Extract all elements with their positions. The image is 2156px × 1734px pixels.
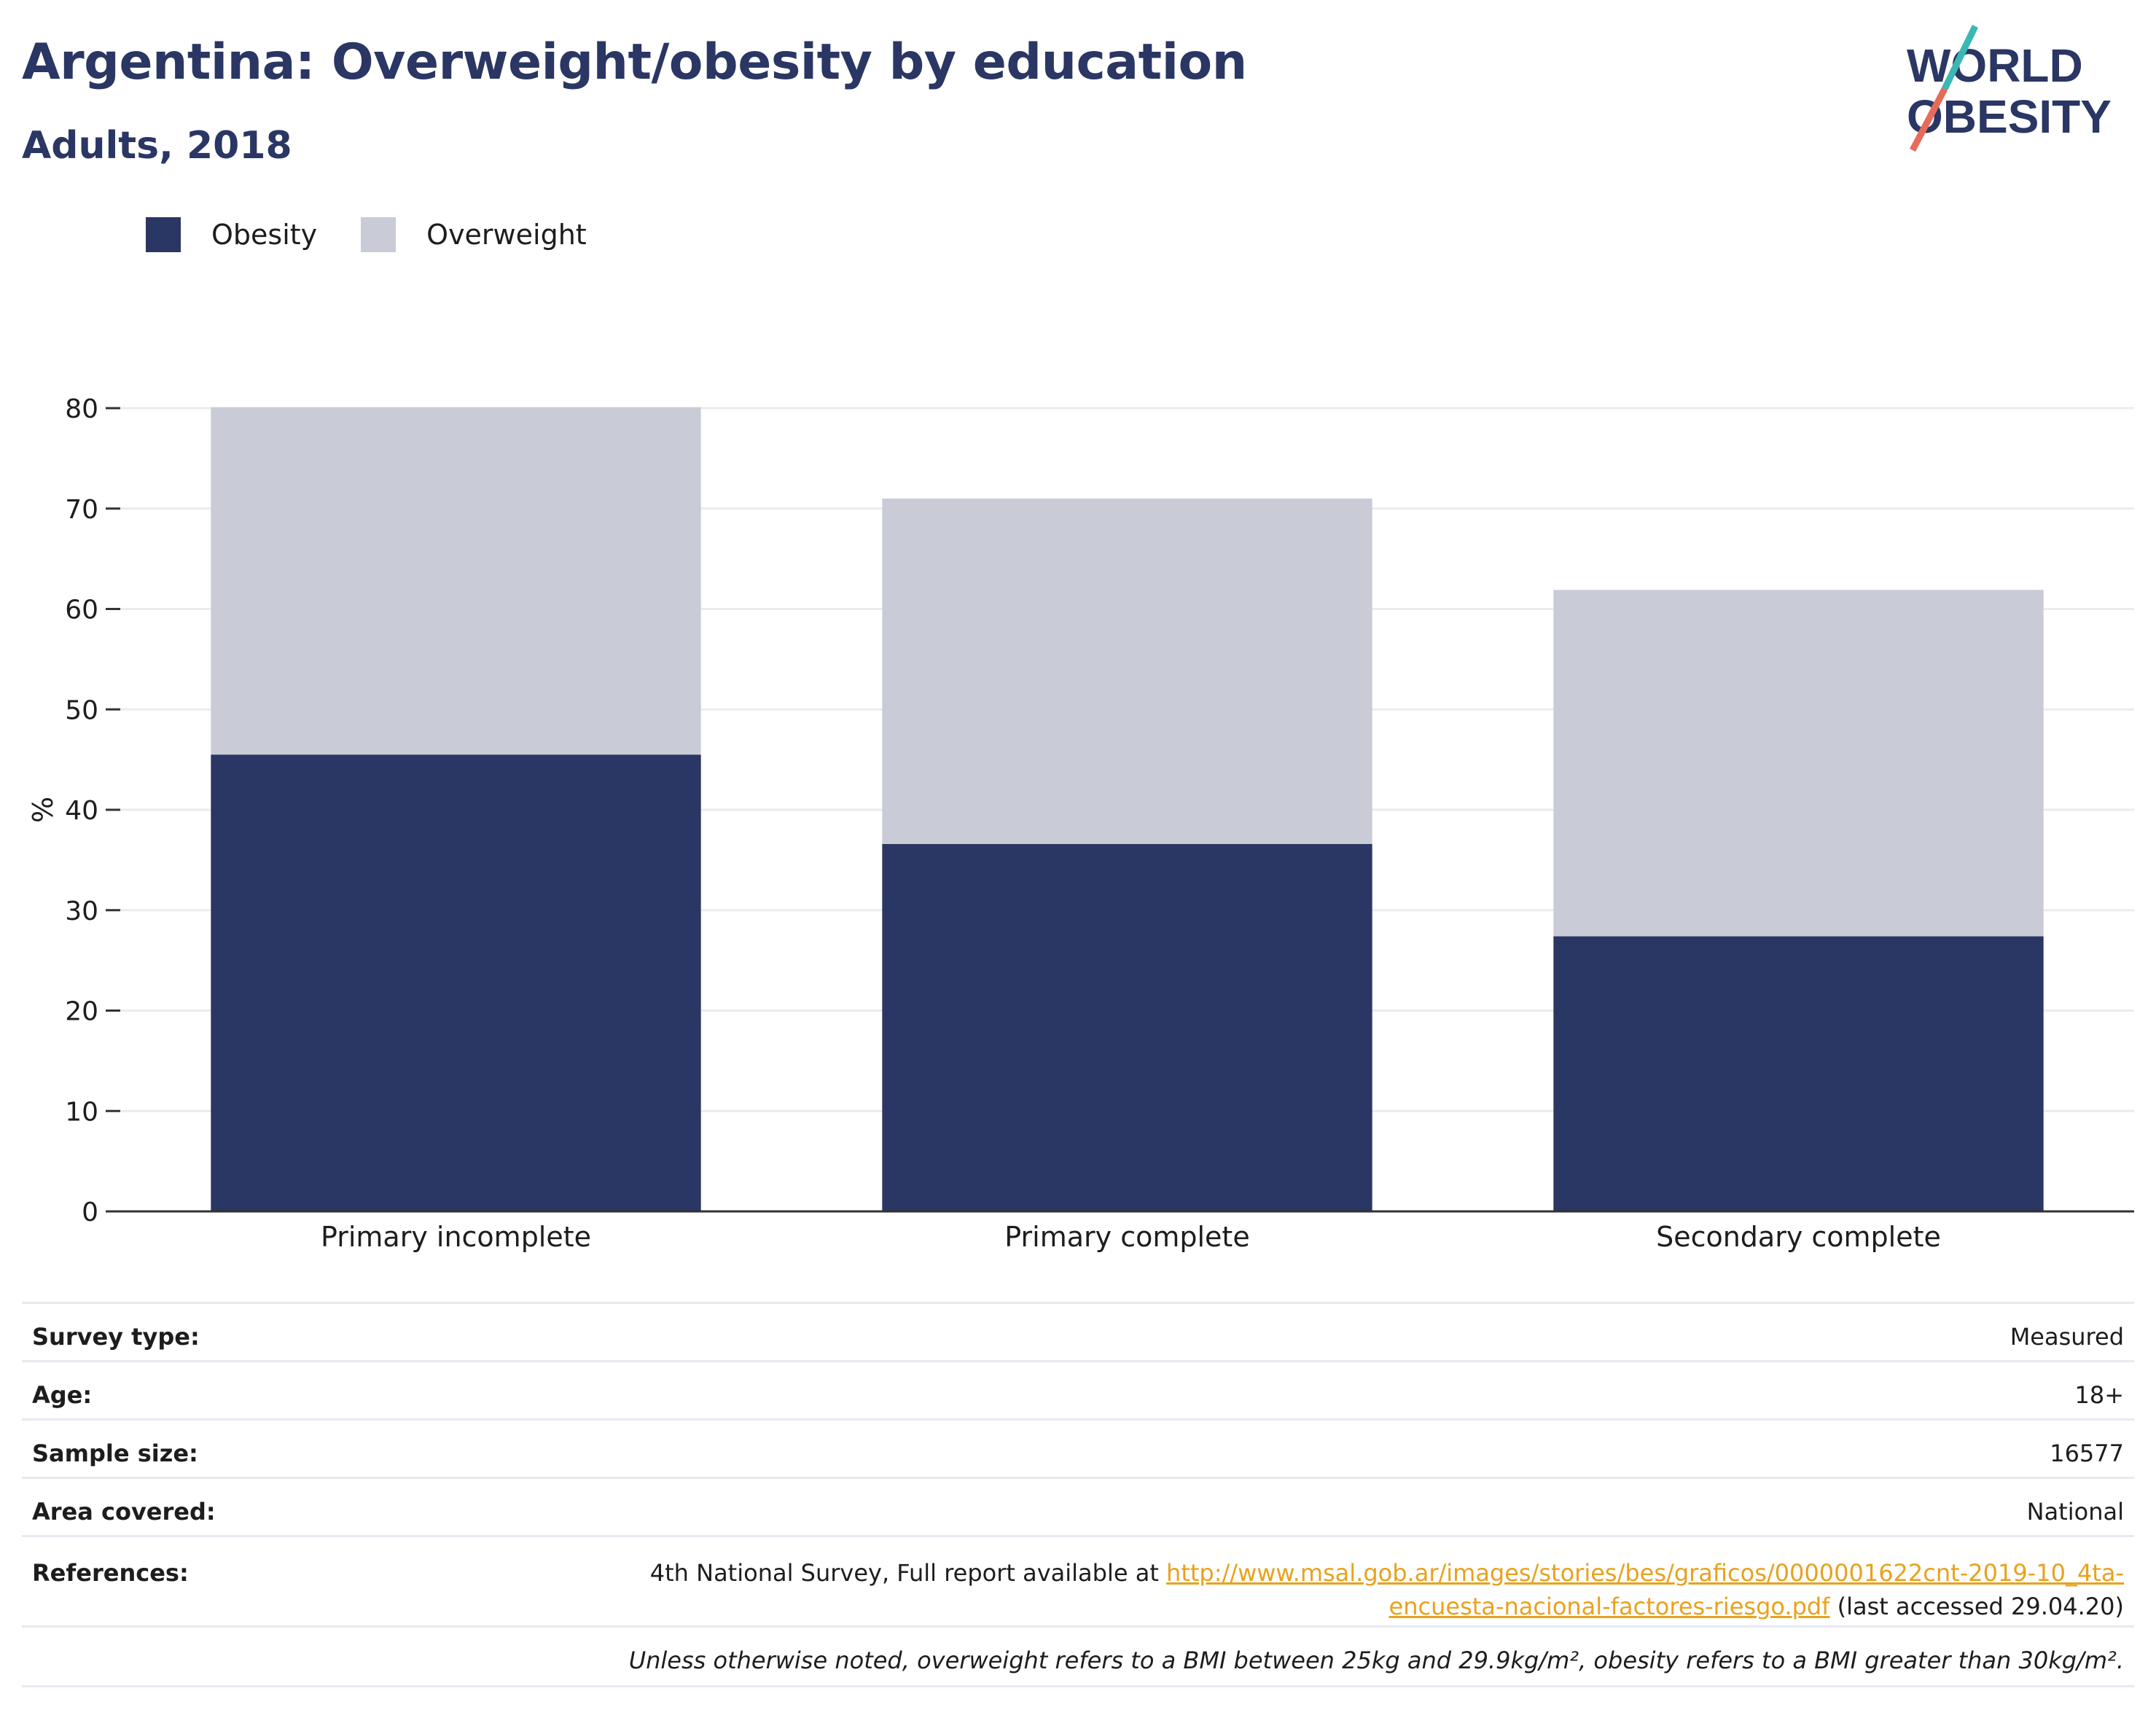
- references-link-part-2[interactable]: encuesta-nacional-factores-riesgo.pdf: [1388, 1593, 1830, 1620]
- legend-label-overweight: Overweight: [426, 219, 587, 251]
- area-value: National: [532, 1477, 2134, 1536]
- info-row-age: Age: 18+: [22, 1360, 2134, 1420]
- chart-title: Argentina: Overweight/obesity by educati…: [22, 34, 1247, 91]
- legend-item-obesity[interactable]: Obesity: [146, 217, 317, 252]
- info-row-sample-size: Sample size: 16577: [22, 1418, 2134, 1478]
- y-tick-label-20: 20: [65, 997, 98, 1027]
- world-obesity-logo: WORLD OBESITY: [1907, 25, 2112, 152]
- y-tick-label-30: 30: [65, 897, 98, 926]
- legend-item-overweight[interactable]: Overweight: [361, 217, 587, 252]
- age-value: 18+: [532, 1360, 2134, 1420]
- y-tick-label-0: 0: [82, 1198, 98, 1227]
- x-tick-label-3: Secondary complete: [1656, 1221, 1941, 1253]
- references-value: 4th National Survey, Full report availab…: [532, 1535, 2134, 1627]
- logo-teal-slash: [1941, 25, 1979, 90]
- y-tick-label-50: 50: [65, 695, 98, 725]
- survey-type-label: Survey type:: [22, 1302, 532, 1362]
- info-row-area: Area covered: National: [22, 1477, 2134, 1536]
- y-tick-label-40: 40: [65, 796, 98, 826]
- bar-overweight-2: [882, 498, 1372, 844]
- y-tick-label-80: 80: [65, 394, 98, 424]
- info-row-references: References: 4th National Survey, Full re…: [22, 1535, 2134, 1627]
- x-tick-label-1: Primary incomplete: [321, 1221, 591, 1253]
- info-row-note: Unless otherwise noted, overweight refer…: [22, 1625, 2134, 1687]
- legend-swatch-overweight: [361, 217, 397, 252]
- sample-size-label: Sample size:: [22, 1418, 532, 1478]
- survey-type-value: Measured: [532, 1302, 2134, 1362]
- area-label: Area covered:: [22, 1477, 532, 1536]
- sample-size-value: 16577: [532, 1418, 2134, 1478]
- y-tick-label-10: 10: [65, 1097, 98, 1127]
- legend: Obesity Overweight: [146, 217, 630, 252]
- logo-coral-slash: [1910, 87, 1948, 152]
- info-row-survey-type: Survey type: Measured: [22, 1302, 2134, 1362]
- y-tick-label-60: 60: [65, 595, 98, 625]
- y-axis-label: %: [27, 797, 59, 823]
- survey-info-table: Survey type: Measured Age: 18+ Sample si…: [22, 1302, 2134, 1687]
- bar-overweight-1: [211, 407, 701, 755]
- y-tick-label-70: 70: [65, 495, 98, 525]
- bar-obesity-1: [211, 754, 701, 1211]
- legend-swatch-obesity: [146, 217, 181, 252]
- bar-obesity-3: [1553, 936, 2044, 1211]
- chart-subtitle: Adults, 2018: [22, 124, 292, 168]
- x-tick-label-2: Primary complete: [1004, 1221, 1249, 1253]
- legend-label-obesity: Obesity: [211, 219, 318, 251]
- age-label: Age:: [22, 1360, 532, 1420]
- references-label: References:: [22, 1535, 532, 1627]
- references-suffix: (last accessed 29.04.20): [1829, 1593, 2124, 1620]
- bmi-definition-note: Unless otherwise noted, overweight refer…: [22, 1625, 2134, 1687]
- references-link-part-1[interactable]: http://www.msal.gob.ar/images/stories/be…: [1166, 1559, 2124, 1587]
- bar-overweight-3: [1553, 590, 2044, 937]
- logo-line-1: WORLD: [1907, 39, 2083, 92]
- bar-obesity-2: [882, 843, 1372, 1211]
- references-prefix: 4th National Survey, Full report availab…: [649, 1559, 1167, 1587]
- bar-chart: 0 10 20 30 40 50 60 70 80% Primary incomplete Prim…: [27, 394, 2134, 1253]
